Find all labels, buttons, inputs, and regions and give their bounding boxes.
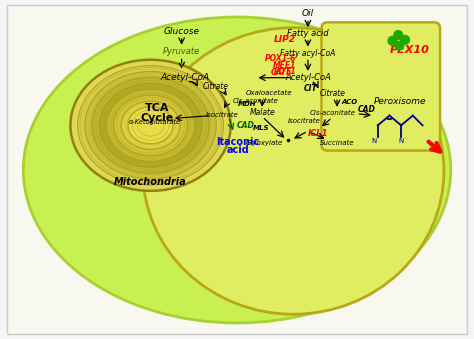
Text: Pyruvate: Pyruvate: [163, 47, 200, 56]
Text: Glucose: Glucose: [164, 26, 200, 36]
Text: Isocitrate: Isocitrate: [206, 112, 239, 118]
Text: MFE1: MFE1: [273, 61, 296, 69]
Text: Peroxisome: Peroxisome: [374, 97, 427, 105]
Text: N: N: [399, 138, 404, 144]
Ellipse shape: [107, 89, 195, 161]
Text: Succinate: Succinate: [320, 140, 354, 146]
Text: MLS: MLS: [253, 125, 269, 131]
Ellipse shape: [143, 28, 444, 314]
Text: Oxaloacetate: Oxaloacetate: [246, 90, 292, 96]
Ellipse shape: [128, 107, 173, 144]
Text: Acetyl-CoA: Acetyl-CoA: [285, 73, 331, 82]
Text: CAD: CAD: [237, 121, 255, 130]
Text: TCA: TCA: [145, 103, 170, 113]
Text: Oil: Oil: [302, 9, 314, 18]
Circle shape: [401, 36, 410, 44]
Circle shape: [395, 41, 403, 50]
Text: ACO: ACO: [342, 99, 358, 105]
Text: CAT5: CAT5: [271, 68, 292, 77]
Ellipse shape: [121, 101, 180, 149]
Text: Fatty acid: Fatty acid: [287, 29, 329, 39]
Text: Cycle: Cycle: [141, 113, 174, 122]
FancyBboxPatch shape: [321, 22, 440, 151]
Text: MDH: MDH: [238, 101, 256, 107]
Text: Cis-aconitate: Cis-aconitate: [309, 110, 355, 116]
Text: CAD: CAD: [357, 105, 375, 114]
Ellipse shape: [71, 60, 231, 191]
Ellipse shape: [99, 83, 202, 167]
Ellipse shape: [92, 77, 209, 173]
Text: CIT: CIT: [304, 84, 318, 93]
Ellipse shape: [114, 95, 187, 156]
Text: acid: acid: [227, 145, 249, 155]
Text: α-Ketoglutarate: α-Ketoglutarate: [128, 119, 181, 125]
Ellipse shape: [85, 72, 216, 179]
Circle shape: [394, 31, 402, 39]
Text: POT1: POT1: [273, 67, 296, 76]
Text: Citrate: Citrate: [202, 82, 228, 91]
Text: Glyoxylate: Glyoxylate: [246, 140, 283, 146]
Text: POX1-6: POX1-6: [265, 54, 296, 63]
Ellipse shape: [78, 66, 223, 185]
Text: Citrate: Citrate: [319, 89, 345, 98]
Circle shape: [388, 36, 397, 45]
Text: Acetyl-CoA: Acetyl-CoA: [160, 73, 209, 82]
Text: Mitochondria: Mitochondria: [114, 177, 187, 187]
Text: Itaconic: Itaconic: [216, 137, 260, 147]
Text: Fatty acyl-CoA: Fatty acyl-CoA: [280, 49, 336, 58]
Ellipse shape: [23, 17, 451, 323]
Text: Malate: Malate: [249, 108, 275, 117]
Text: Cis-aconitate: Cis-aconitate: [233, 98, 279, 104]
Text: ICL1: ICL1: [308, 128, 328, 138]
Text: PEX10: PEX10: [390, 44, 430, 55]
Text: N: N: [371, 138, 376, 144]
FancyBboxPatch shape: [7, 5, 467, 334]
Text: Isocitrate: Isocitrate: [288, 118, 320, 124]
Text: LIP2: LIP2: [274, 35, 296, 44]
